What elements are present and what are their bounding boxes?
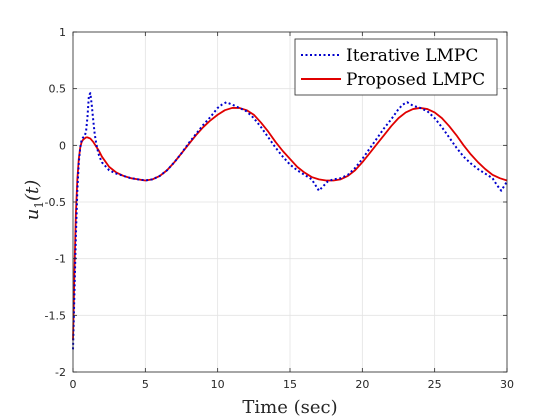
x-tick-label: 15 bbox=[283, 378, 297, 391]
legend-label-proposed-lmpc: Proposed LMPC bbox=[346, 70, 485, 90]
legend-box bbox=[294, 38, 498, 96]
series-line-proposed-lmpc bbox=[72, 107, 508, 341]
y-tick-label: 0.5 bbox=[49, 83, 67, 96]
x-tick-label: 5 bbox=[142, 378, 149, 391]
x-tick-label: 20 bbox=[355, 378, 369, 391]
x-tick-label: 0 bbox=[70, 378, 77, 391]
y-tick-label: -0.5 bbox=[45, 196, 66, 209]
y-tick-label: -1 bbox=[55, 253, 66, 266]
x-axis-label: Time (sec) bbox=[242, 397, 337, 418]
y-tick-label: -1.5 bbox=[45, 309, 66, 322]
y-axis-label-sub: 1 bbox=[32, 201, 46, 209]
y-axis-label-arg: (t) bbox=[22, 180, 43, 201]
svg-text:u1(t): u1(t) bbox=[22, 180, 46, 221]
y-axis-label: u1(t) bbox=[22, 180, 46, 221]
ticks: 0 5 10 15 20 25 30 -2 -1.5 -1 -0.5 0 0.5 1 bbox=[45, 26, 514, 391]
legend: Iterative LMPC Proposed LMPC bbox=[294, 38, 498, 96]
y-tick-label: -2 bbox=[55, 366, 66, 379]
series-line-iterative-lmpc bbox=[72, 92, 508, 350]
x-tick-label: 10 bbox=[211, 378, 225, 391]
series-layer bbox=[72, 92, 508, 350]
y-tick-label: 1 bbox=[59, 26, 66, 39]
y-axis-label-main: u bbox=[22, 209, 43, 221]
legend-label-iterative-lmpc: Iterative LMPC bbox=[346, 46, 478, 66]
x-tick-label: 25 bbox=[428, 378, 442, 391]
y-tick-label: 0 bbox=[59, 139, 66, 152]
x-tick-label: 30 bbox=[500, 378, 514, 391]
